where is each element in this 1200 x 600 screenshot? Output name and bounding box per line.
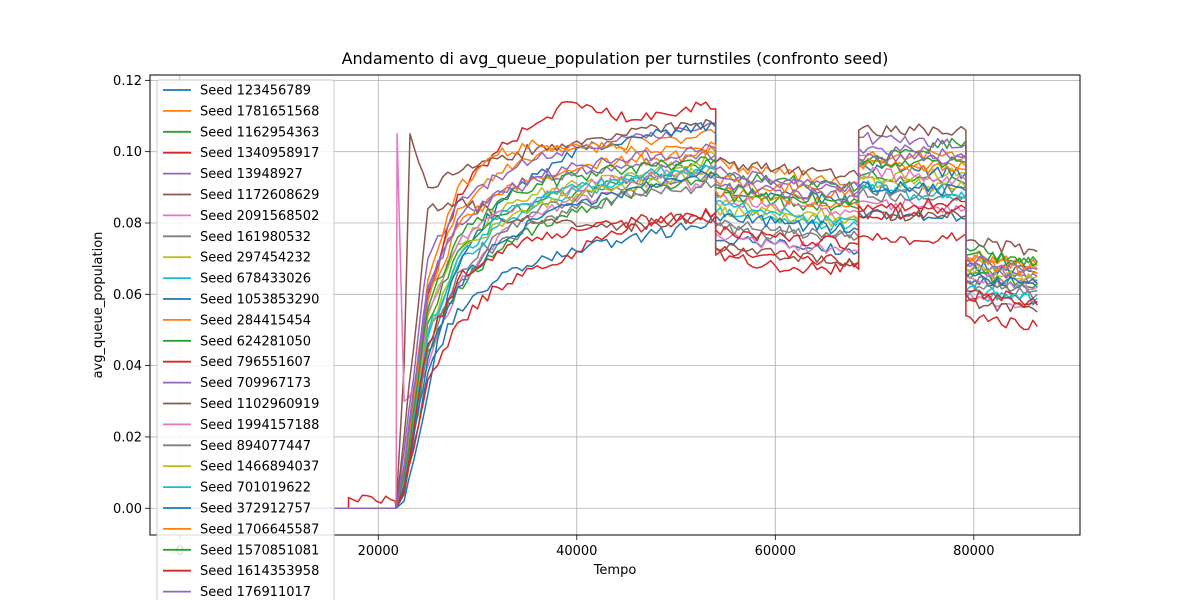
y-tick-label: 0.02 [113,430,142,445]
legend-box [156,79,335,600]
legend-label: Seed 796551607 [200,355,311,370]
legend-label: Seed 372912757 [200,502,311,517]
legend-label: Seed 1570851081 [200,543,319,558]
legend-label: Seed 1706645587 [200,522,319,537]
legend-label: Seed 1466894037 [200,460,319,475]
legend-label: Seed 284415454 [200,313,311,328]
y-tick-label: 0.04 [113,359,142,374]
legend-label: Seed 161980532 [200,230,311,245]
legend-label: Seed 1102960919 [200,397,319,412]
y-tick-label: 0.08 [113,216,142,231]
axes-frame [149,74,1081,536]
legend-label: Seed 13948927 [200,167,303,182]
y-axis-label: avg_queue_population [91,232,106,379]
legend-label: Seed 1172608629 [200,188,319,203]
y-tick-label: 0.12 [113,74,142,89]
x-tick-label: 80000 [953,544,994,559]
legend-label: Seed 123456789 [200,84,311,99]
legend-label: Seed 624281050 [200,334,311,349]
x-tick-label: 40000 [556,544,597,559]
x-axis: 020000400006000080000 [176,535,994,559]
y-axis: 0.00 0.02 0.04 0.06 0.08 0.10 0.12 [113,74,150,517]
y-tick-label: 0.06 [113,288,142,303]
legend-label: Seed 894077447 [200,439,311,454]
legend-label: Seed 1162954363 [200,125,319,140]
y-tick-label: 0.10 [113,145,142,160]
legend-label: Seed 701019622 [200,481,311,496]
legend-label: Seed 1614353958 [200,564,319,579]
legend-label: Seed 176911017 [200,585,311,600]
x-axis-label: Tempo [593,563,637,578]
chart-title: Andamento di avg_queue_population per tu… [342,49,889,69]
legend-label: Seed 1994157188 [200,418,319,433]
legend-label: Seed 1340958917 [200,146,319,161]
x-tick-label: 60000 [755,544,796,559]
legend-label: Seed 1053853290 [200,293,319,308]
legend-label: Seed 678433026 [200,272,311,287]
legend-label: Seed 297454232 [200,251,311,266]
legend-label: Seed 1781651568 [200,104,319,119]
y-tick-label: 0.00 [113,502,142,517]
x-tick-label: 20000 [358,544,399,559]
legend: Seed 123456789 Seed 1781651568 Seed 116295… [156,79,335,600]
legend-label: Seed 709967173 [200,376,311,391]
legend-label: Seed 2091568502 [200,209,319,224]
